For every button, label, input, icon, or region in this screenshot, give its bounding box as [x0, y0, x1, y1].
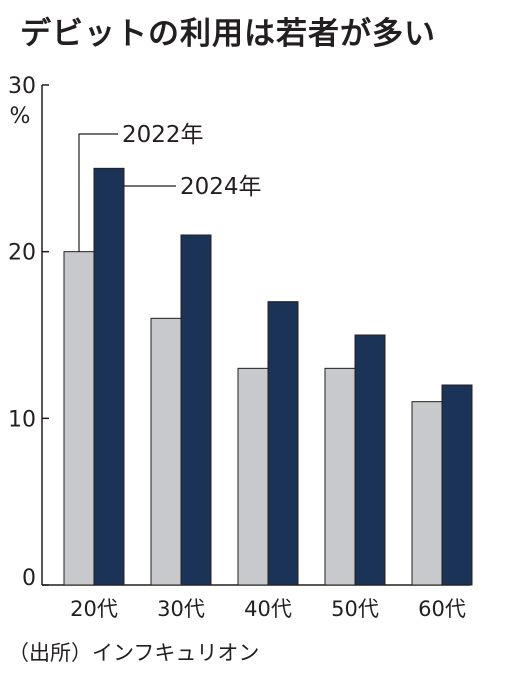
- x-tick-label: 30代: [157, 597, 205, 621]
- x-axis-labels: 20代 30代 40代 50代 60代: [70, 597, 466, 621]
- bar-2024年-40代: [267, 301, 299, 586]
- legend-callouts: 2022年 2024年: [78, 122, 262, 252]
- bars: [63, 167, 473, 586]
- y-tick-label: 10: [8, 407, 36, 432]
- bar-2022年-20代: [63, 251, 95, 586]
- bar-2022年-30代: [150, 317, 182, 586]
- legend-label-2022: 2022年: [122, 122, 204, 148]
- y-axis-unit: %: [10, 104, 31, 129]
- bar-2022年-40代: [237, 367, 269, 586]
- chart-title: デビットの利用は若者が多い: [20, 16, 436, 52]
- bar-2024年-30代: [180, 234, 212, 586]
- x-tick-label: 40代: [244, 597, 292, 621]
- bar-2024年-20代: [93, 167, 125, 586]
- x-tick-label: 60代: [418, 597, 466, 621]
- y-tick-label: 0: [22, 566, 36, 591]
- bar-2024年-60代: [441, 384, 473, 586]
- bar-2024年-50代: [354, 334, 386, 586]
- x-tick-label: 50代: [331, 597, 379, 621]
- y-tick-label: 20: [8, 241, 36, 266]
- source-note: （出所）インフキュリオン: [8, 641, 260, 665]
- x-tick-label: 20代: [70, 597, 118, 621]
- bar-2022年-50代: [324, 367, 356, 586]
- y-tick-label: 30: [8, 74, 36, 99]
- legend-leader-2022: [78, 133, 118, 252]
- legend-label-2024: 2024年: [180, 174, 262, 200]
- bar-2022年-60代: [411, 401, 443, 586]
